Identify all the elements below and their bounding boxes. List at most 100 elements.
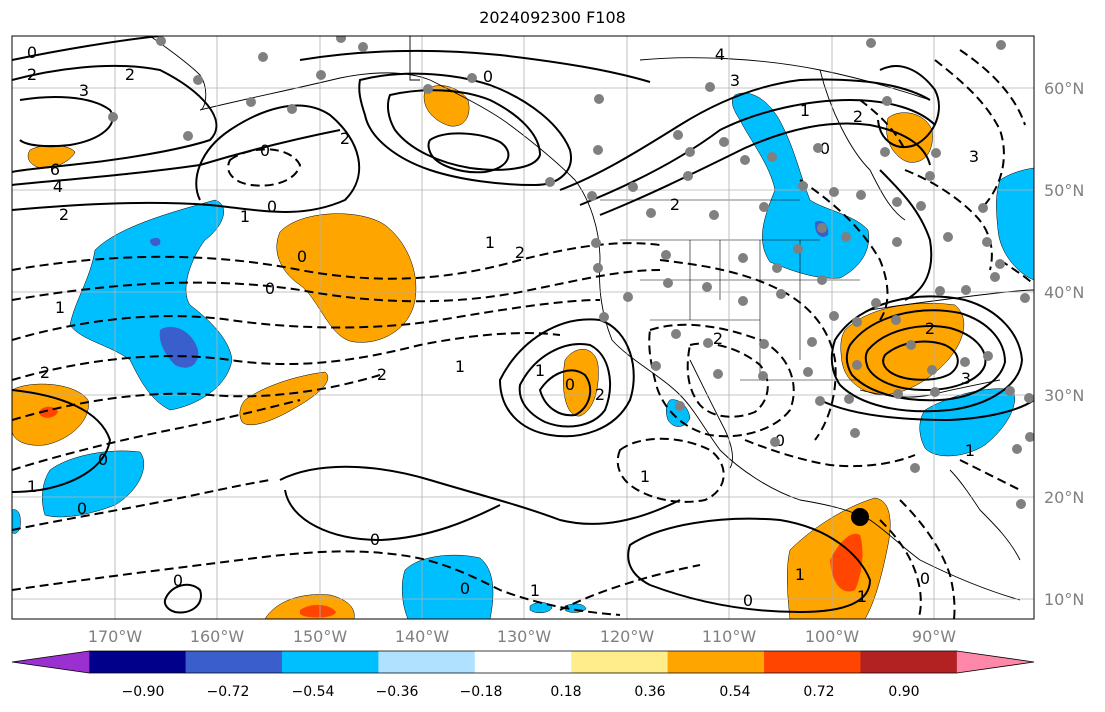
positive-region bbox=[239, 371, 329, 426]
positive-contours bbox=[12, 36, 1034, 614]
svg-text:2: 2 bbox=[125, 65, 135, 84]
svg-text:0: 0 bbox=[775, 431, 785, 450]
storm-center-marker bbox=[851, 508, 869, 526]
svg-text:1: 1 bbox=[800, 101, 810, 120]
lon-label: 120°W bbox=[600, 627, 655, 646]
svg-text:4: 4 bbox=[715, 45, 725, 64]
colorbar-segment bbox=[860, 651, 958, 673]
colorbar-segment bbox=[281, 651, 379, 673]
map-frame bbox=[11, 35, 1035, 620]
svg-text:0: 0 bbox=[920, 569, 930, 588]
latitude-labels: 60°N 50°N 40°N 30°N 20°N 10°N bbox=[1044, 79, 1084, 609]
map-body: 0 2 3 6 4 2 2 0 0 1 2 0 0 0 1 2 1 2 2 1 … bbox=[12, 36, 1034, 619]
svg-text:1: 1 bbox=[27, 477, 37, 496]
lon-label: 160°W bbox=[190, 627, 245, 646]
svg-text:1: 1 bbox=[485, 233, 495, 252]
svg-text:1: 1 bbox=[795, 565, 805, 584]
colorbar-extension-low bbox=[12, 651, 90, 673]
svg-text:0: 0 bbox=[483, 67, 493, 86]
svg-text:1: 1 bbox=[455, 357, 465, 376]
svg-text:0: 0 bbox=[460, 579, 470, 598]
lon-label: 150°W bbox=[293, 627, 348, 646]
svg-text:0: 0 bbox=[173, 571, 183, 590]
colorbar-segment bbox=[89, 651, 187, 673]
svg-text:2: 2 bbox=[515, 243, 525, 262]
svg-text:1: 1 bbox=[857, 587, 867, 606]
svg-text:2: 2 bbox=[377, 365, 387, 384]
svg-text:2: 2 bbox=[925, 319, 935, 338]
svg-text:1: 1 bbox=[530, 581, 540, 600]
svg-text:0: 0 bbox=[820, 139, 830, 158]
contour-labels: 0 2 3 6 4 2 2 0 0 1 2 0 0 0 1 2 1 2 2 1 … bbox=[27, 43, 979, 610]
negative-region bbox=[401, 554, 494, 619]
svg-text:0: 0 bbox=[260, 141, 270, 160]
colorbar-outline bbox=[11, 650, 1035, 674]
colorbar-tick: 0.18 bbox=[550, 684, 581, 700]
lat-label: 20°N bbox=[1044, 488, 1084, 507]
colorbar-segment bbox=[667, 651, 765, 673]
colorbar-tick: 0.36 bbox=[634, 684, 665, 700]
svg-text:2: 2 bbox=[59, 205, 69, 224]
colorbar bbox=[11, 650, 1035, 674]
lat-label: 40°N bbox=[1044, 283, 1084, 302]
svg-text:0: 0 bbox=[265, 279, 275, 298]
colorbar-tick: 0.72 bbox=[803, 684, 834, 700]
svg-text:0: 0 bbox=[27, 43, 37, 62]
lat-label: 60°N bbox=[1044, 79, 1084, 98]
colorbar-tick-labels: −0.90 −0.72 −0.54 −0.36 −0.18 0.18 0.36 … bbox=[122, 684, 920, 700]
svg-text:2: 2 bbox=[670, 195, 680, 214]
svg-text:1: 1 bbox=[640, 467, 650, 486]
colorbar-tick: −0.54 bbox=[292, 684, 335, 700]
svg-text:1: 1 bbox=[535, 361, 545, 380]
svg-text:0: 0 bbox=[297, 247, 307, 266]
negative-region bbox=[996, 167, 1034, 281]
lon-label: 100°W bbox=[805, 627, 860, 646]
lon-label: 140°W bbox=[395, 627, 450, 646]
svg-text:6: 6 bbox=[50, 160, 60, 179]
svg-text:0: 0 bbox=[743, 591, 753, 610]
lon-label: 170°W bbox=[88, 627, 143, 646]
colorbar-segment bbox=[185, 651, 283, 673]
svg-text:3: 3 bbox=[961, 369, 971, 388]
svg-text:2: 2 bbox=[40, 363, 50, 382]
lon-label: 90°W bbox=[912, 627, 956, 646]
graticule bbox=[12, 36, 1034, 619]
lat-label: 10°N bbox=[1044, 590, 1084, 609]
svg-text:4: 4 bbox=[53, 177, 63, 196]
lon-label: 130°W bbox=[497, 627, 552, 646]
colorbar-segment bbox=[474, 651, 572, 673]
svg-text:2: 2 bbox=[853, 107, 863, 126]
svg-text:1: 1 bbox=[965, 441, 975, 460]
negative-contours bbox=[12, 49, 1034, 619]
colorbar-segment bbox=[571, 651, 669, 673]
lon-label: 110°W bbox=[702, 627, 757, 646]
svg-text:0: 0 bbox=[77, 499, 87, 518]
lat-label: 30°N bbox=[1044, 386, 1084, 405]
colorbar-tick: 0.90 bbox=[888, 684, 919, 700]
svg-text:2: 2 bbox=[595, 385, 605, 404]
colorbar-extension-high bbox=[956, 651, 1034, 673]
svg-text:2: 2 bbox=[340, 129, 350, 148]
station-markers bbox=[108, 36, 1034, 509]
svg-text:1: 1 bbox=[55, 298, 65, 317]
negative-region bbox=[919, 388, 1015, 457]
map-title: 2024092300 F108 bbox=[479, 8, 626, 27]
colorbar-segment bbox=[378, 651, 476, 673]
colorbar-tick: −0.36 bbox=[376, 684, 419, 700]
colorbar-tick: −0.90 bbox=[122, 684, 165, 700]
svg-text:0: 0 bbox=[565, 375, 575, 394]
positive-region bbox=[423, 85, 470, 127]
svg-text:1: 1 bbox=[240, 207, 250, 226]
colorbar-tick: −0.72 bbox=[207, 684, 250, 700]
longitude-labels: 170°W 160°W 150°W 140°W 130°W 120°W 110°… bbox=[88, 627, 956, 646]
positive-region bbox=[276, 213, 417, 343]
svg-text:3: 3 bbox=[730, 71, 740, 90]
lat-label: 50°N bbox=[1044, 181, 1084, 200]
colorbar-segment bbox=[764, 651, 861, 673]
svg-text:3: 3 bbox=[79, 81, 89, 100]
svg-text:0: 0 bbox=[98, 450, 108, 469]
svg-text:2: 2 bbox=[27, 65, 37, 84]
svg-text:3: 3 bbox=[969, 147, 979, 166]
svg-text:0: 0 bbox=[370, 530, 380, 549]
